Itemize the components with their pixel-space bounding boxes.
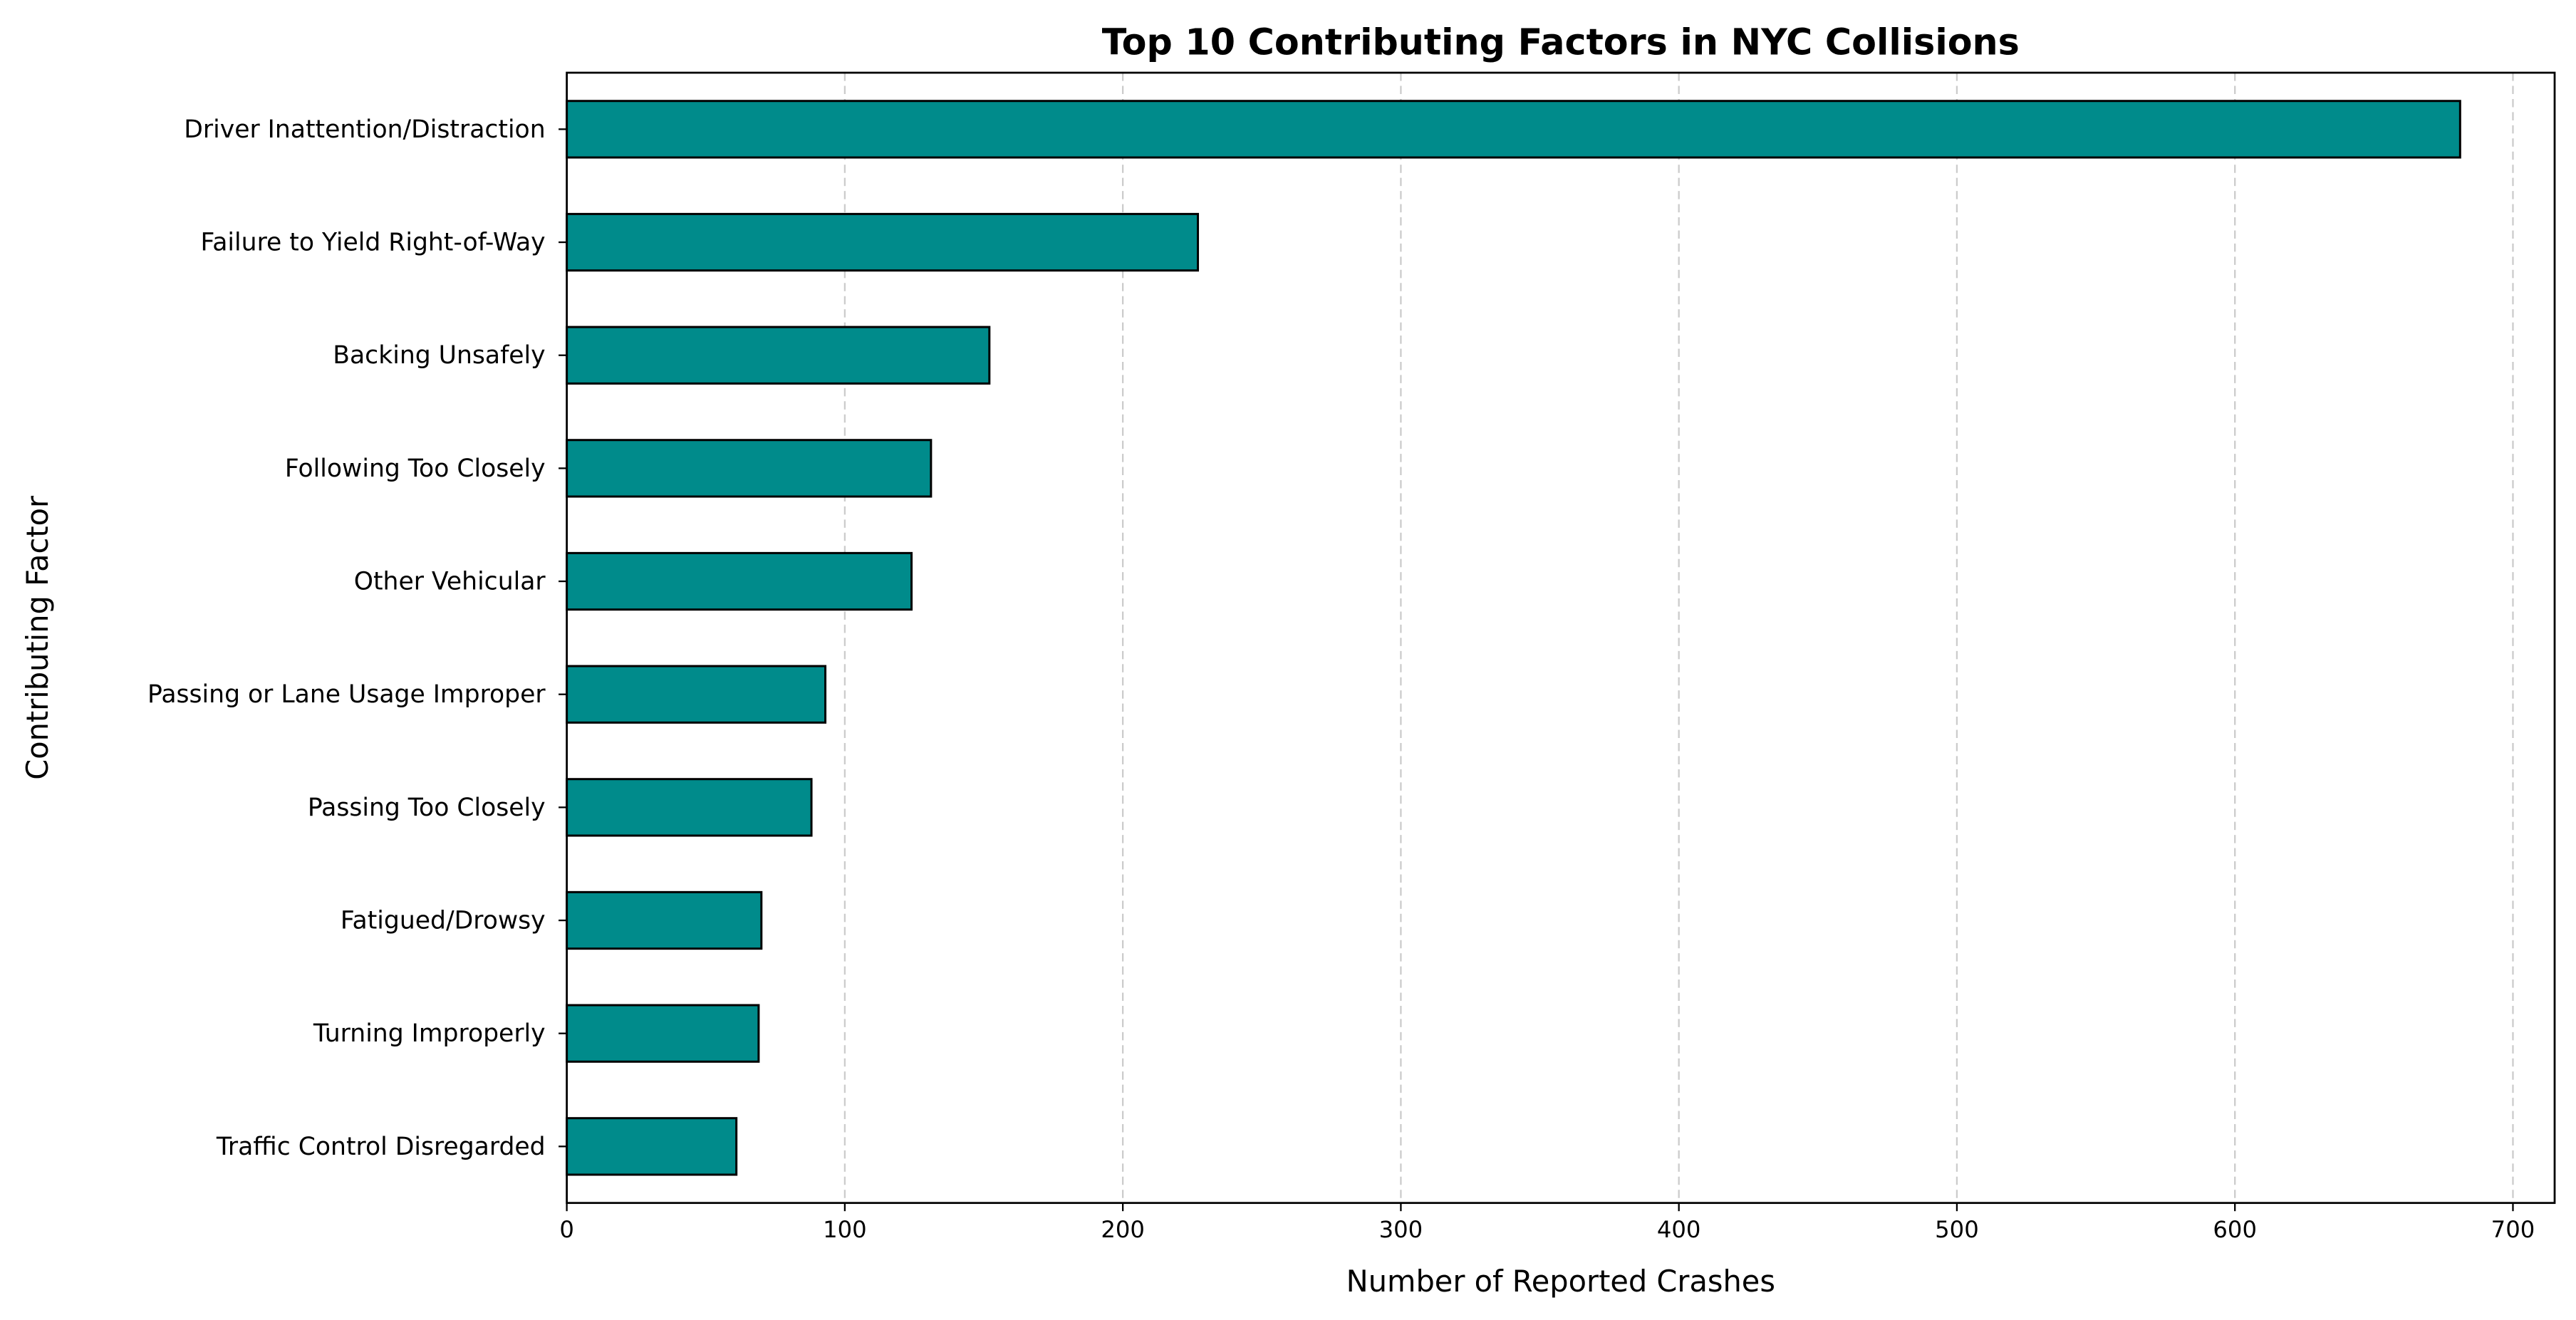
- bars: [566, 100, 2461, 1176]
- bar: [566, 1004, 760, 1063]
- x-tick-label: 500: [1935, 1216, 1979, 1243]
- x-tick-label: 400: [1657, 1216, 1701, 1243]
- y-axis-label: Contributing Factor: [20, 495, 55, 780]
- y-tick-label: Backing Unsafely: [333, 341, 545, 370]
- x-tick-label: 300: [1379, 1216, 1423, 1243]
- bar: [566, 778, 813, 837]
- y-tick-label: Other Vehicular: [354, 568, 546, 596]
- x-tick-label: 600: [2213, 1216, 2257, 1243]
- bar: [566, 890, 763, 950]
- plot-frame: [566, 71, 2556, 1205]
- x-tick-label: 0: [559, 1216, 574, 1243]
- bar: [566, 212, 1200, 272]
- bar: [566, 439, 933, 498]
- y-tick-label: Turning Improperly: [313, 1019, 546, 1048]
- bar: [566, 326, 991, 385]
- x-tick-label: 700: [2491, 1216, 2535, 1243]
- bar: [566, 551, 913, 611]
- y-tick-label: Fatigued/Drowsy: [341, 907, 546, 935]
- x-axis-ticks: 0 100 200 300 400 500 600 700: [559, 1202, 2535, 1243]
- y-axis-ticks: Driver Inattention/Distraction Failure to…: [147, 115, 567, 1161]
- bar: [566, 1117, 738, 1176]
- bar: [566, 100, 2461, 159]
- y-tick-label: Passing Too Closely: [308, 794, 546, 822]
- y-tick-label: Passing or Lane Usage Improper: [147, 680, 546, 709]
- y-tick-label: Failure to Yield Right-of-Way: [201, 229, 546, 257]
- x-tick-label: 100: [823, 1216, 867, 1243]
- y-tick-label: Traffic Control Disregarded: [216, 1133, 546, 1161]
- y-tick-label: Following Too Closely: [285, 454, 546, 483]
- x-axis-label: Number of Reported Crashes: [1346, 1264, 1775, 1299]
- bar: [566, 665, 827, 724]
- y-tick-label: Driver Inattention/Distraction: [184, 115, 545, 144]
- chart-title: Top 10 Contributing Factors in NYC Colli…: [1102, 21, 2020, 63]
- x-tick-label: 200: [1101, 1216, 1145, 1243]
